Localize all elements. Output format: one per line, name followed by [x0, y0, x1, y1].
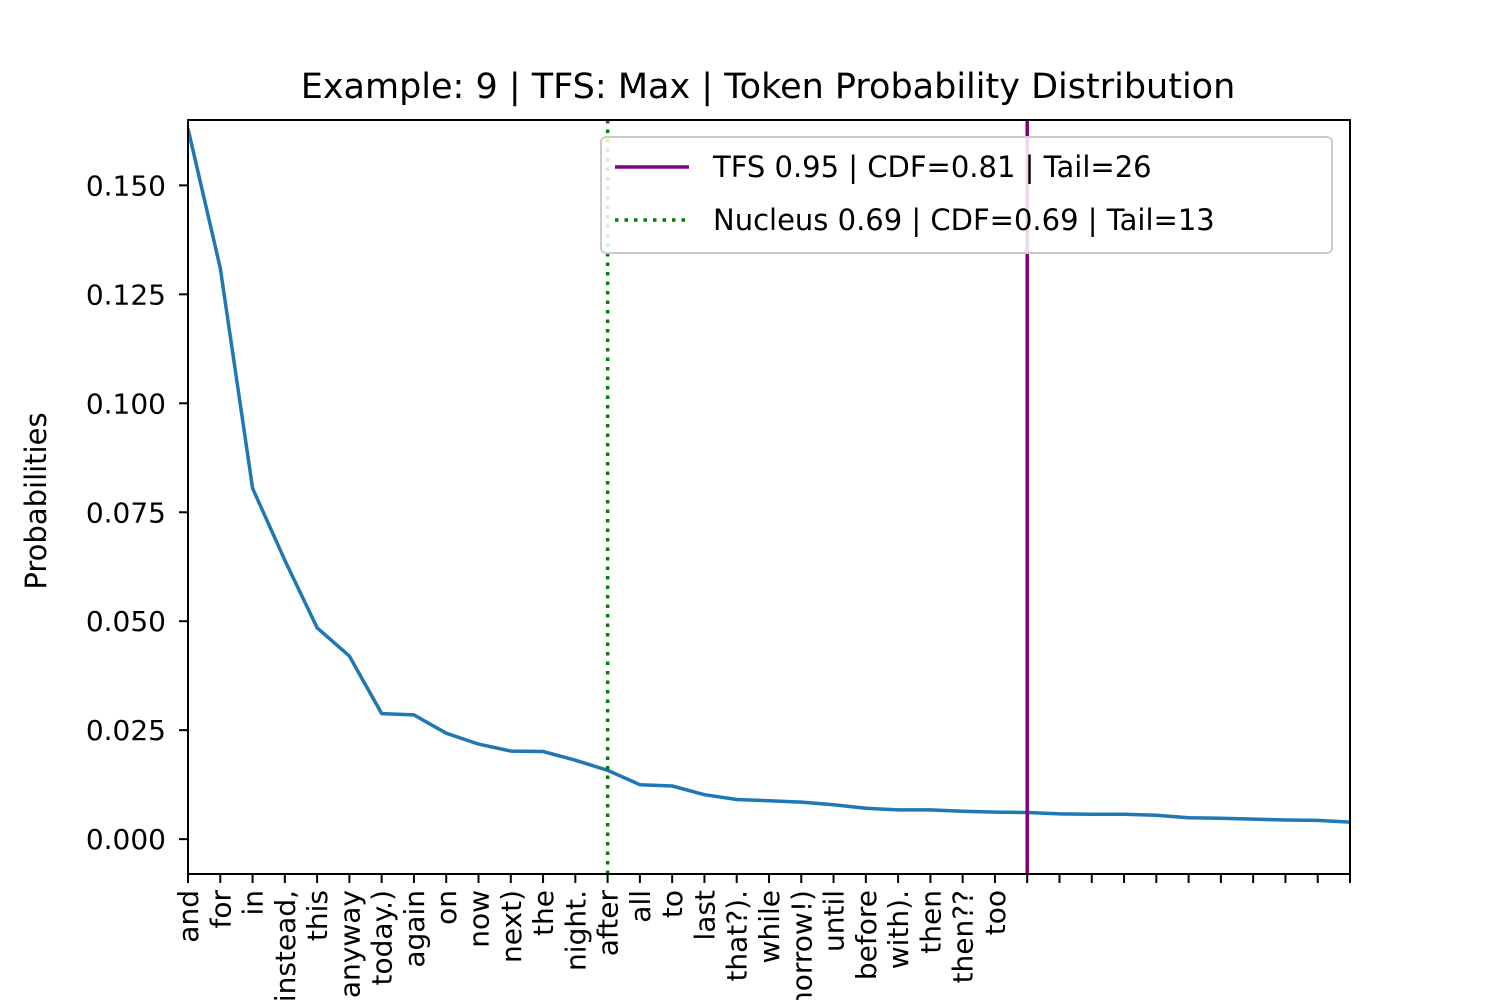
x-tick-label-22: with). — [882, 890, 915, 969]
x-tick-label-8: on — [430, 890, 463, 925]
x-tick-label-10: next) — [495, 890, 528, 963]
legend-label-1: Nucleus 0.69 | CDF=0.69 | Tail=13 — [713, 203, 1215, 237]
y-tick-label-5: 0.125 — [86, 278, 166, 311]
y-tick-label-0: 0.000 — [86, 823, 166, 856]
x-tick-label-25: too — [979, 890, 1012, 935]
x-tick-label-21: before — [850, 890, 883, 980]
x-tick-label-19: tomorrow!) — [785, 890, 818, 1000]
y-axis-label: Probabilities — [19, 412, 53, 589]
legend: TFS 0.95 | CDF=0.81 | Tail=26 Nucleus 0.6… — [600, 136, 1333, 254]
legend-label-0: TFS 0.95 | CDF=0.81 | Tail=26 — [712, 150, 1152, 184]
x-tick-label-12: night. — [559, 890, 592, 971]
x-tick-label-16: last — [688, 890, 721, 941]
x-tick-label-18: while — [753, 890, 786, 963]
x-tick-label-24: then?? — [947, 890, 980, 983]
y-tick-label-6: 0.150 — [86, 169, 166, 202]
x-tick-label-0: and — [172, 890, 205, 943]
x-tick-label-1: for — [204, 890, 237, 929]
x-tick-label-11: the — [527, 890, 560, 936]
y-tick-label-1: 0.025 — [86, 714, 166, 747]
legend-box — [600, 136, 1333, 254]
x-tick-label-14: all — [624, 890, 657, 923]
y-tick-label-2: 0.050 — [86, 605, 166, 638]
x-tick-label-3: instead, — [269, 890, 302, 1000]
x-tick-label-6: today.) — [366, 890, 399, 985]
x-tick-label-15: to — [656, 890, 689, 918]
x-tick-label-7: again — [398, 890, 431, 968]
x-tick-label-20: until — [818, 890, 851, 952]
chart-title: Example: 9 | TFS: Max | Token Probabilit… — [301, 67, 1236, 107]
x-tick-label-17: that?). — [721, 890, 754, 982]
x-tick-label-5: anyway — [333, 890, 366, 998]
y-tick-label-3: 0.075 — [86, 496, 166, 529]
axes: 0.000 0.025 0.050 0.075 0.100 0.125 0.150 and fo… — [86, 119, 1351, 1000]
x-tick-label-23: then — [914, 890, 947, 954]
x-tick-label-13: after — [592, 890, 625, 957]
y-tick-label-4: 0.100 — [86, 387, 166, 420]
x-tick-label-4: this — [301, 890, 334, 941]
x-tick-label-9: now — [463, 890, 496, 948]
x-tick-label-2: in — [237, 890, 270, 916]
